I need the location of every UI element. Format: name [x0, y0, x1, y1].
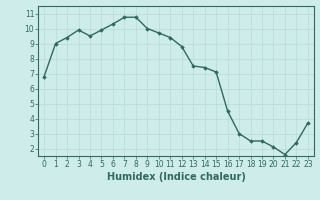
X-axis label: Humidex (Indice chaleur): Humidex (Indice chaleur) [107, 172, 245, 182]
